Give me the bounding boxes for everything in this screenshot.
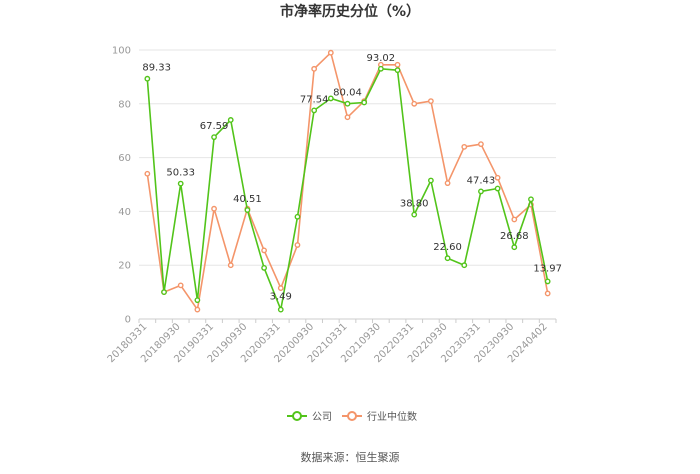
series-point-company[interactable]	[211, 134, 217, 141]
data-label: 77.54	[300, 94, 329, 105]
series-point-company[interactable]	[144, 75, 151, 82]
chart-title: 市净率历史分位（%）	[280, 3, 420, 20]
y-tick-label: 20	[118, 261, 131, 272]
data-label: 3.49	[270, 292, 292, 303]
y-tick-label: 100	[112, 46, 131, 57]
series-point-company[interactable]	[494, 185, 501, 192]
data-label: 47.43	[467, 175, 496, 186]
series-point-industry[interactable]	[344, 114, 351, 121]
grid-lines	[139, 49, 556, 266]
series-point-industry[interactable]	[494, 174, 501, 181]
series-point-company[interactable]	[161, 289, 167, 295]
series-point-industry[interactable]	[411, 100, 418, 107]
series-lines	[144, 49, 551, 313]
series-point-industry[interactable]	[277, 285, 284, 291]
series-point-company[interactable]	[461, 262, 468, 269]
series-point-company[interactable]	[427, 177, 434, 184]
data-label: 40.51	[233, 194, 262, 205]
series-point-company[interactable]	[411, 211, 418, 218]
series-point-company[interactable]	[177, 180, 184, 187]
data-labels: 89.33 50.33 67.59 40.51 3.49 77.54 80.04 93.02 3…	[142, 53, 562, 303]
y-tick-label: 40	[118, 207, 131, 218]
data-source: 数据来源：恒生聚源	[301, 450, 400, 464]
data-label: 38.80	[400, 199, 429, 210]
y-axis-ticks: 0 20 40 60 80 100	[112, 46, 131, 326]
series-point-industry[interactable]	[327, 49, 334, 56]
series-point-industry[interactable]	[177, 282, 184, 289]
series-point-industry[interactable]	[544, 290, 551, 297]
series-point-company[interactable]	[244, 207, 251, 213]
series-point-industry[interactable]	[444, 180, 451, 187]
y-tick-label: 0	[125, 315, 131, 326]
data-label: 50.33	[166, 168, 195, 179]
series-point-industry[interactable]	[427, 98, 434, 105]
data-label: 26.68	[500, 231, 529, 242]
series-point-company[interactable]	[394, 67, 401, 74]
series-point-industry[interactable]	[144, 170, 151, 177]
y-tick-label: 60	[118, 153, 131, 164]
x-axis: 2018033120180930201903312019093020200331…	[106, 318, 557, 365]
series-point-company[interactable]	[311, 107, 318, 114]
legend-item-industry[interactable]: 行业中位数	[342, 410, 417, 423]
series-point-industry[interactable]	[227, 262, 234, 269]
series-point-industry[interactable]	[294, 242, 301, 248]
legend-company-marker-icon	[292, 411, 302, 421]
series-point-industry[interactable]	[194, 306, 201, 313]
series-point-company[interactable]	[261, 264, 267, 271]
series-point-industry[interactable]	[461, 143, 468, 150]
series-point-company[interactable]	[511, 244, 518, 251]
series-point-industry[interactable]	[261, 247, 267, 254]
legend-company-label: 公司	[312, 412, 332, 423]
series-point-industry[interactable]	[478, 141, 484, 148]
series-point-company[interactable]	[194, 297, 201, 304]
legend-industry-marker-icon	[347, 411, 357, 421]
legend-industry-label: 行业中位数	[367, 410, 417, 423]
series-point-company[interactable]	[478, 188, 484, 195]
data-label: 22.60	[433, 242, 462, 253]
legend-item-company[interactable]: 公司	[287, 411, 332, 423]
data-label: 80.04	[333, 88, 362, 99]
series-point-company[interactable]	[444, 255, 451, 262]
series-point-company[interactable]	[361, 99, 368, 106]
y-tick-label: 80	[118, 99, 131, 110]
series-point-industry[interactable]	[211, 205, 217, 212]
data-label: 13.97	[533, 263, 562, 274]
data-label: 67.59	[200, 121, 229, 132]
series-point-company[interactable]	[327, 95, 334, 102]
series-point-company[interactable]	[294, 213, 301, 220]
series-point-company[interactable]	[344, 100, 351, 107]
series-point-company[interactable]	[544, 278, 551, 285]
series-point-industry[interactable]	[394, 61, 401, 68]
data-label: 93.02	[367, 53, 396, 64]
series-point-company[interactable]	[277, 306, 284, 313]
series-point-company[interactable]	[377, 65, 384, 72]
data-label: 89.33	[142, 63, 171, 74]
legend: 公司 行业中位数	[287, 410, 417, 423]
series-point-company[interactable]	[227, 117, 234, 123]
series-point-industry[interactable]	[311, 65, 318, 72]
series-point-company[interactable]	[528, 196, 534, 203]
series-point-industry[interactable]	[511, 216, 518, 223]
